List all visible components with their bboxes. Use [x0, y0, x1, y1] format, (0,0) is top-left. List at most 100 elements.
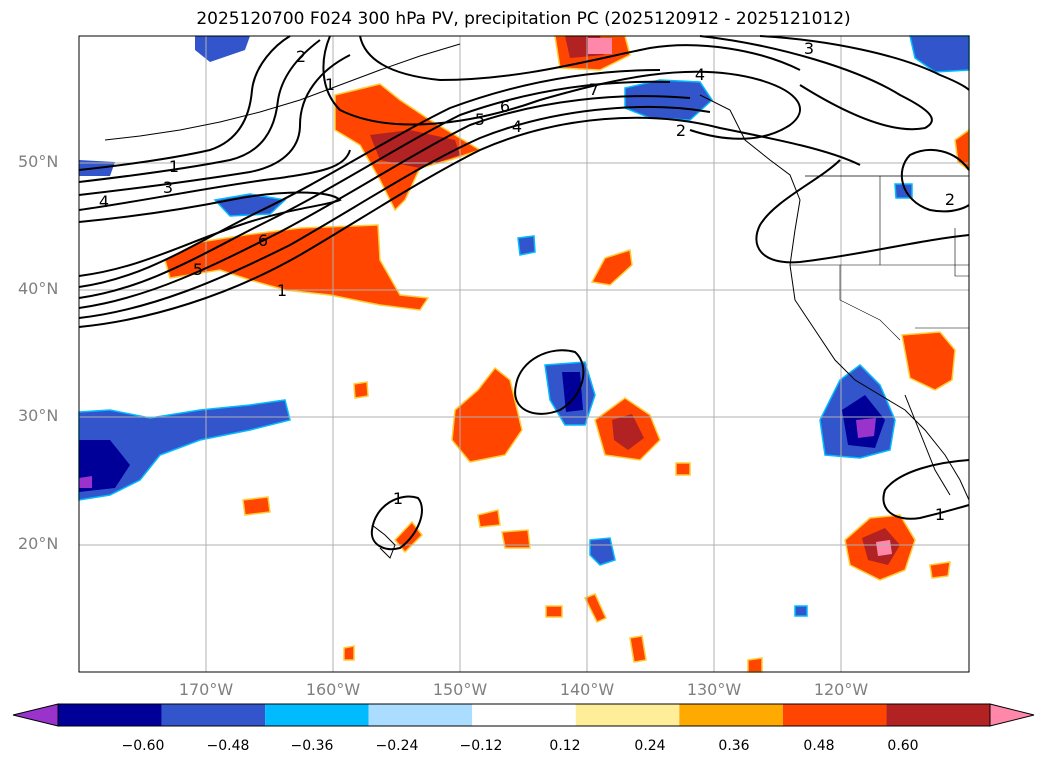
pv-contour [78, 54, 351, 196]
pv-contour [78, 191, 342, 277]
contour-label: 4 [99, 192, 109, 211]
colorbar-tick-label: −0.48 [206, 738, 250, 754]
pv-contour [78, 80, 671, 299]
precip-negative-area [794, 605, 808, 617]
colorbar-box [161, 704, 266, 726]
colorbar-arrow-left [12, 703, 59, 727]
colorbar-boxes [57, 703, 991, 727]
colorbar-box [58, 704, 162, 726]
lon-label: 160°W [305, 680, 361, 699]
pv-contour [78, 69, 661, 288]
colorbar-tick-label: 0.36 [718, 738, 750, 754]
precip-positive-area [583, 593, 607, 623]
precip-positive-area [929, 561, 951, 579]
pv-contour [759, 35, 970, 91]
colorbar-tick-label: −0.24 [375, 738, 419, 754]
pv-contour [78, 106, 711, 319]
contour-label-group: 1 2 3 4 5 6 7 4 5 6 1 2 3 4 1 2 1 1 [99, 39, 955, 524]
precip-positive-area [675, 462, 691, 476]
map-background [79, 36, 969, 672]
colorbar-box [265, 704, 369, 726]
pv-contours [78, 35, 970, 550]
map-frame [78, 35, 970, 673]
precip-positive-area [590, 249, 633, 286]
colorbar-tick-label: 0.48 [803, 738, 835, 754]
contour-label: 3 [163, 178, 173, 197]
lon-label: 120°W [813, 680, 869, 699]
precip-positive-area [901, 331, 956, 391]
state-borders [790, 176, 969, 341]
graticule [79, 36, 969, 672]
precip-extreme-positive-area [588, 38, 612, 54]
precip-strong-positive-area [612, 414, 644, 450]
lon-label: 130°W [686, 680, 742, 699]
contour-label: 6 [500, 97, 510, 116]
precip-positive-area [477, 509, 501, 528]
colorbar-tick-label: 0.12 [549, 738, 581, 754]
precip-positive-area [545, 605, 563, 618]
precip-negative-area [517, 235, 536, 256]
precip-negative-area [195, 36, 250, 62]
colorbar-tick-label: −0.36 [290, 738, 334, 754]
lon-label: 170°W [178, 680, 234, 699]
hawaiian-islands [371, 524, 396, 559]
colorbar-arrow-right [989, 703, 1035, 727]
pv-contour [514, 349, 585, 415]
colorbar-box [575, 704, 680, 726]
lat-label: 50°N [18, 152, 59, 171]
precip-positive-area [629, 635, 647, 663]
map-title: 2025120700 F024 300 hPa PV, precipitatio… [196, 9, 851, 29]
coastlines [104, 43, 970, 559]
pv-contour [78, 116, 861, 328]
pv-contour [78, 39, 321, 183]
contour-label: 1 [935, 505, 945, 524]
colorbar-tick-label: 0.24 [634, 738, 666, 754]
aleutian-chain [104, 43, 461, 141]
contour-label: 1 [325, 75, 335, 94]
precip-positive-area [242, 496, 271, 516]
colorbar [12, 703, 1035, 727]
precip-positive-area [747, 657, 763, 673]
contour-label: 1 [393, 489, 403, 508]
contour-label: 5 [193, 260, 203, 279]
pv-contour [882, 459, 970, 520]
contour-label: 4 [695, 65, 705, 84]
colorbar-box [782, 704, 887, 726]
contour-label: 5 [475, 110, 485, 129]
contour-label: 4 [512, 117, 522, 136]
pv-contour [78, 95, 691, 309]
precipitation-field [78, 35, 970, 673]
precip-positive-area [501, 529, 531, 549]
lat-label: 20°N [18, 534, 59, 553]
pv-contour [322, 35, 801, 140]
pv-contour [755, 159, 970, 264]
contour-label: 2 [945, 190, 955, 209]
lat-label: 30°N [18, 406, 59, 425]
pv-contour [78, 35, 291, 171]
pv-contour [359, 35, 801, 82]
baja-coastline [904, 394, 951, 496]
north-america-coastline [699, 94, 970, 501]
colorbar-box [679, 704, 783, 726]
lon-label: 150°W [432, 680, 488, 699]
lat-label: 40°N [18, 279, 59, 298]
pv-contour [900, 149, 970, 213]
precip-extreme-negative-area [79, 476, 92, 488]
colorbar-tick-label: 0.60 [887, 738, 919, 754]
precip-strong-negative-area [562, 372, 583, 412]
contour-label: 1 [277, 281, 287, 300]
precip-extreme-negative-area [856, 418, 876, 438]
colorbar-box [368, 704, 473, 726]
colorbar-box [886, 704, 990, 726]
precip-positive-area [451, 366, 523, 463]
contour-label: 6 [258, 231, 268, 250]
colorbar-box [472, 704, 576, 726]
pv-contour [370, 495, 423, 550]
pv-contour [78, 149, 351, 211]
precip-extreme-positive-area [876, 540, 892, 556]
precip-positive-area [353, 381, 369, 399]
contour-label: 2 [676, 121, 686, 140]
contour-label: 3 [804, 39, 814, 58]
precip-positive-area [164, 224, 430, 311]
